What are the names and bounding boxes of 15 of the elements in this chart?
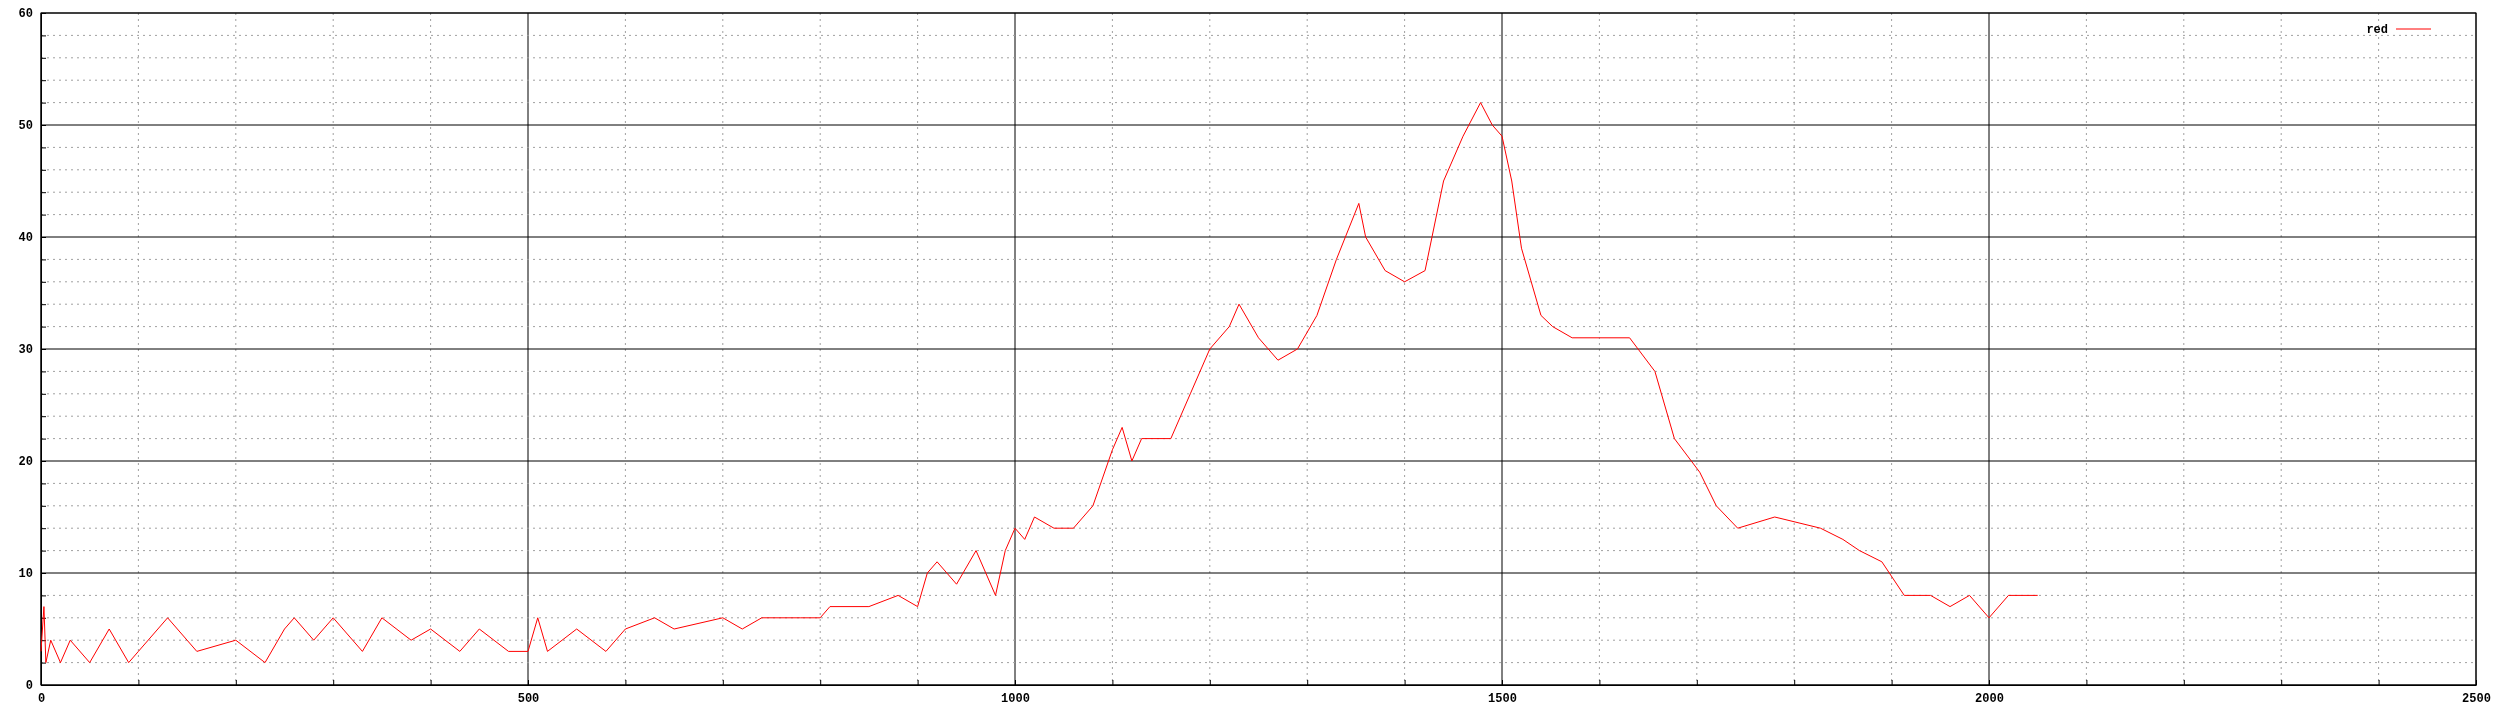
y-tick-label: 20 xyxy=(18,455,33,470)
y-tick-label: 10 xyxy=(18,567,33,582)
legend-label: red xyxy=(2366,23,2388,37)
x-tick-label: 1500 xyxy=(1488,691,1517,706)
x-tick-label: 0 xyxy=(37,691,46,706)
y-tick-label: 60 xyxy=(18,7,33,22)
x-tick-label: 2000 xyxy=(1975,691,2004,706)
y-tick-label: 40 xyxy=(18,231,33,246)
x-tick-label: 1000 xyxy=(1001,691,1030,706)
x-tick-label: 500 xyxy=(517,691,540,706)
y-tick-label: 50 xyxy=(18,119,33,134)
line-series xyxy=(40,102,2039,664)
y-tick-label: 0 xyxy=(25,679,33,694)
y-tick-label: 30 xyxy=(18,343,33,358)
x-tick-label: 2500 xyxy=(2462,691,2491,706)
